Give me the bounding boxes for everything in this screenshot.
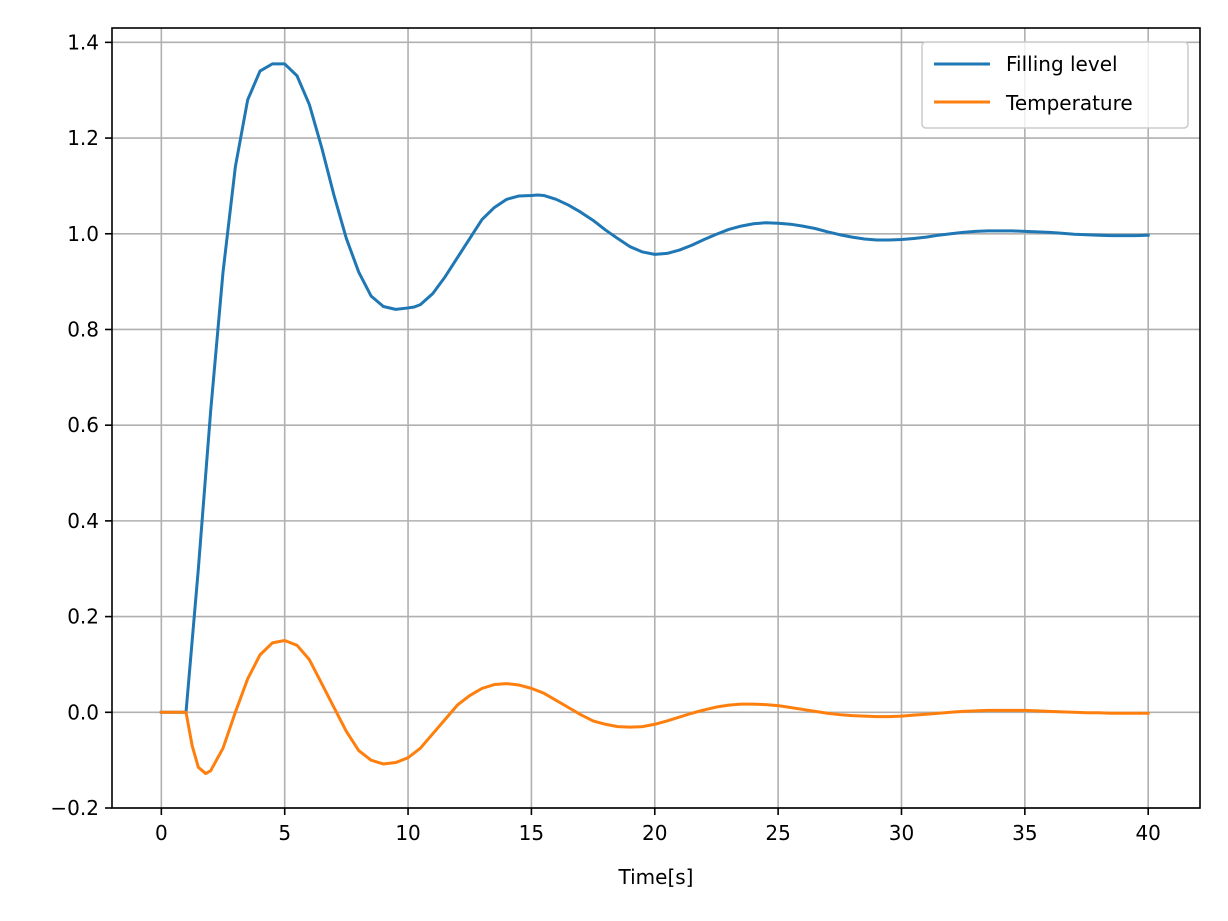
series-line-filling-level bbox=[159, 62, 1150, 714]
x-tick-label: 10 bbox=[395, 821, 420, 845]
y-tick-label: 1.2 bbox=[67, 126, 99, 150]
y-tick-label: 0.6 bbox=[67, 413, 99, 437]
series-line-temperature bbox=[159, 639, 1150, 776]
legend-label-filling-level: Filling level bbox=[1006, 52, 1118, 76]
y-tick-label: 0.2 bbox=[67, 605, 99, 629]
y-tick-label: 0.0 bbox=[67, 700, 99, 724]
series-layer bbox=[159, 62, 1150, 776]
x-tick-label: 40 bbox=[1135, 821, 1160, 845]
x-tick-label: 30 bbox=[889, 821, 914, 845]
x-axis-label: Time[s] bbox=[618, 865, 694, 889]
x-tick-label: 15 bbox=[519, 821, 544, 845]
axis-ticks: 0 5 10 15 20 25 30 35 40 −0.2 0.0 0.2 0.4 0.6 0.8 1.0 1.… bbox=[50, 30, 1160, 845]
y-tick-label: −0.2 bbox=[50, 796, 99, 820]
x-tick-label: 25 bbox=[765, 821, 790, 845]
x-tick-label: 0 bbox=[155, 821, 168, 845]
plot-frame bbox=[111, 27, 1201, 809]
legend: Filling level Temperature bbox=[921, 41, 1189, 129]
y-tick-label: 0.4 bbox=[67, 509, 99, 533]
x-tick-label: 35 bbox=[1012, 821, 1037, 845]
y-tick-label: 1.4 bbox=[67, 30, 99, 54]
legend-label-temperature: Temperature bbox=[1005, 91, 1133, 115]
y-tick-label: 1.0 bbox=[67, 222, 99, 246]
x-tick-label: 20 bbox=[642, 821, 667, 845]
x-tick-label: 5 bbox=[278, 821, 291, 845]
y-tick-label: 0.8 bbox=[67, 317, 99, 341]
